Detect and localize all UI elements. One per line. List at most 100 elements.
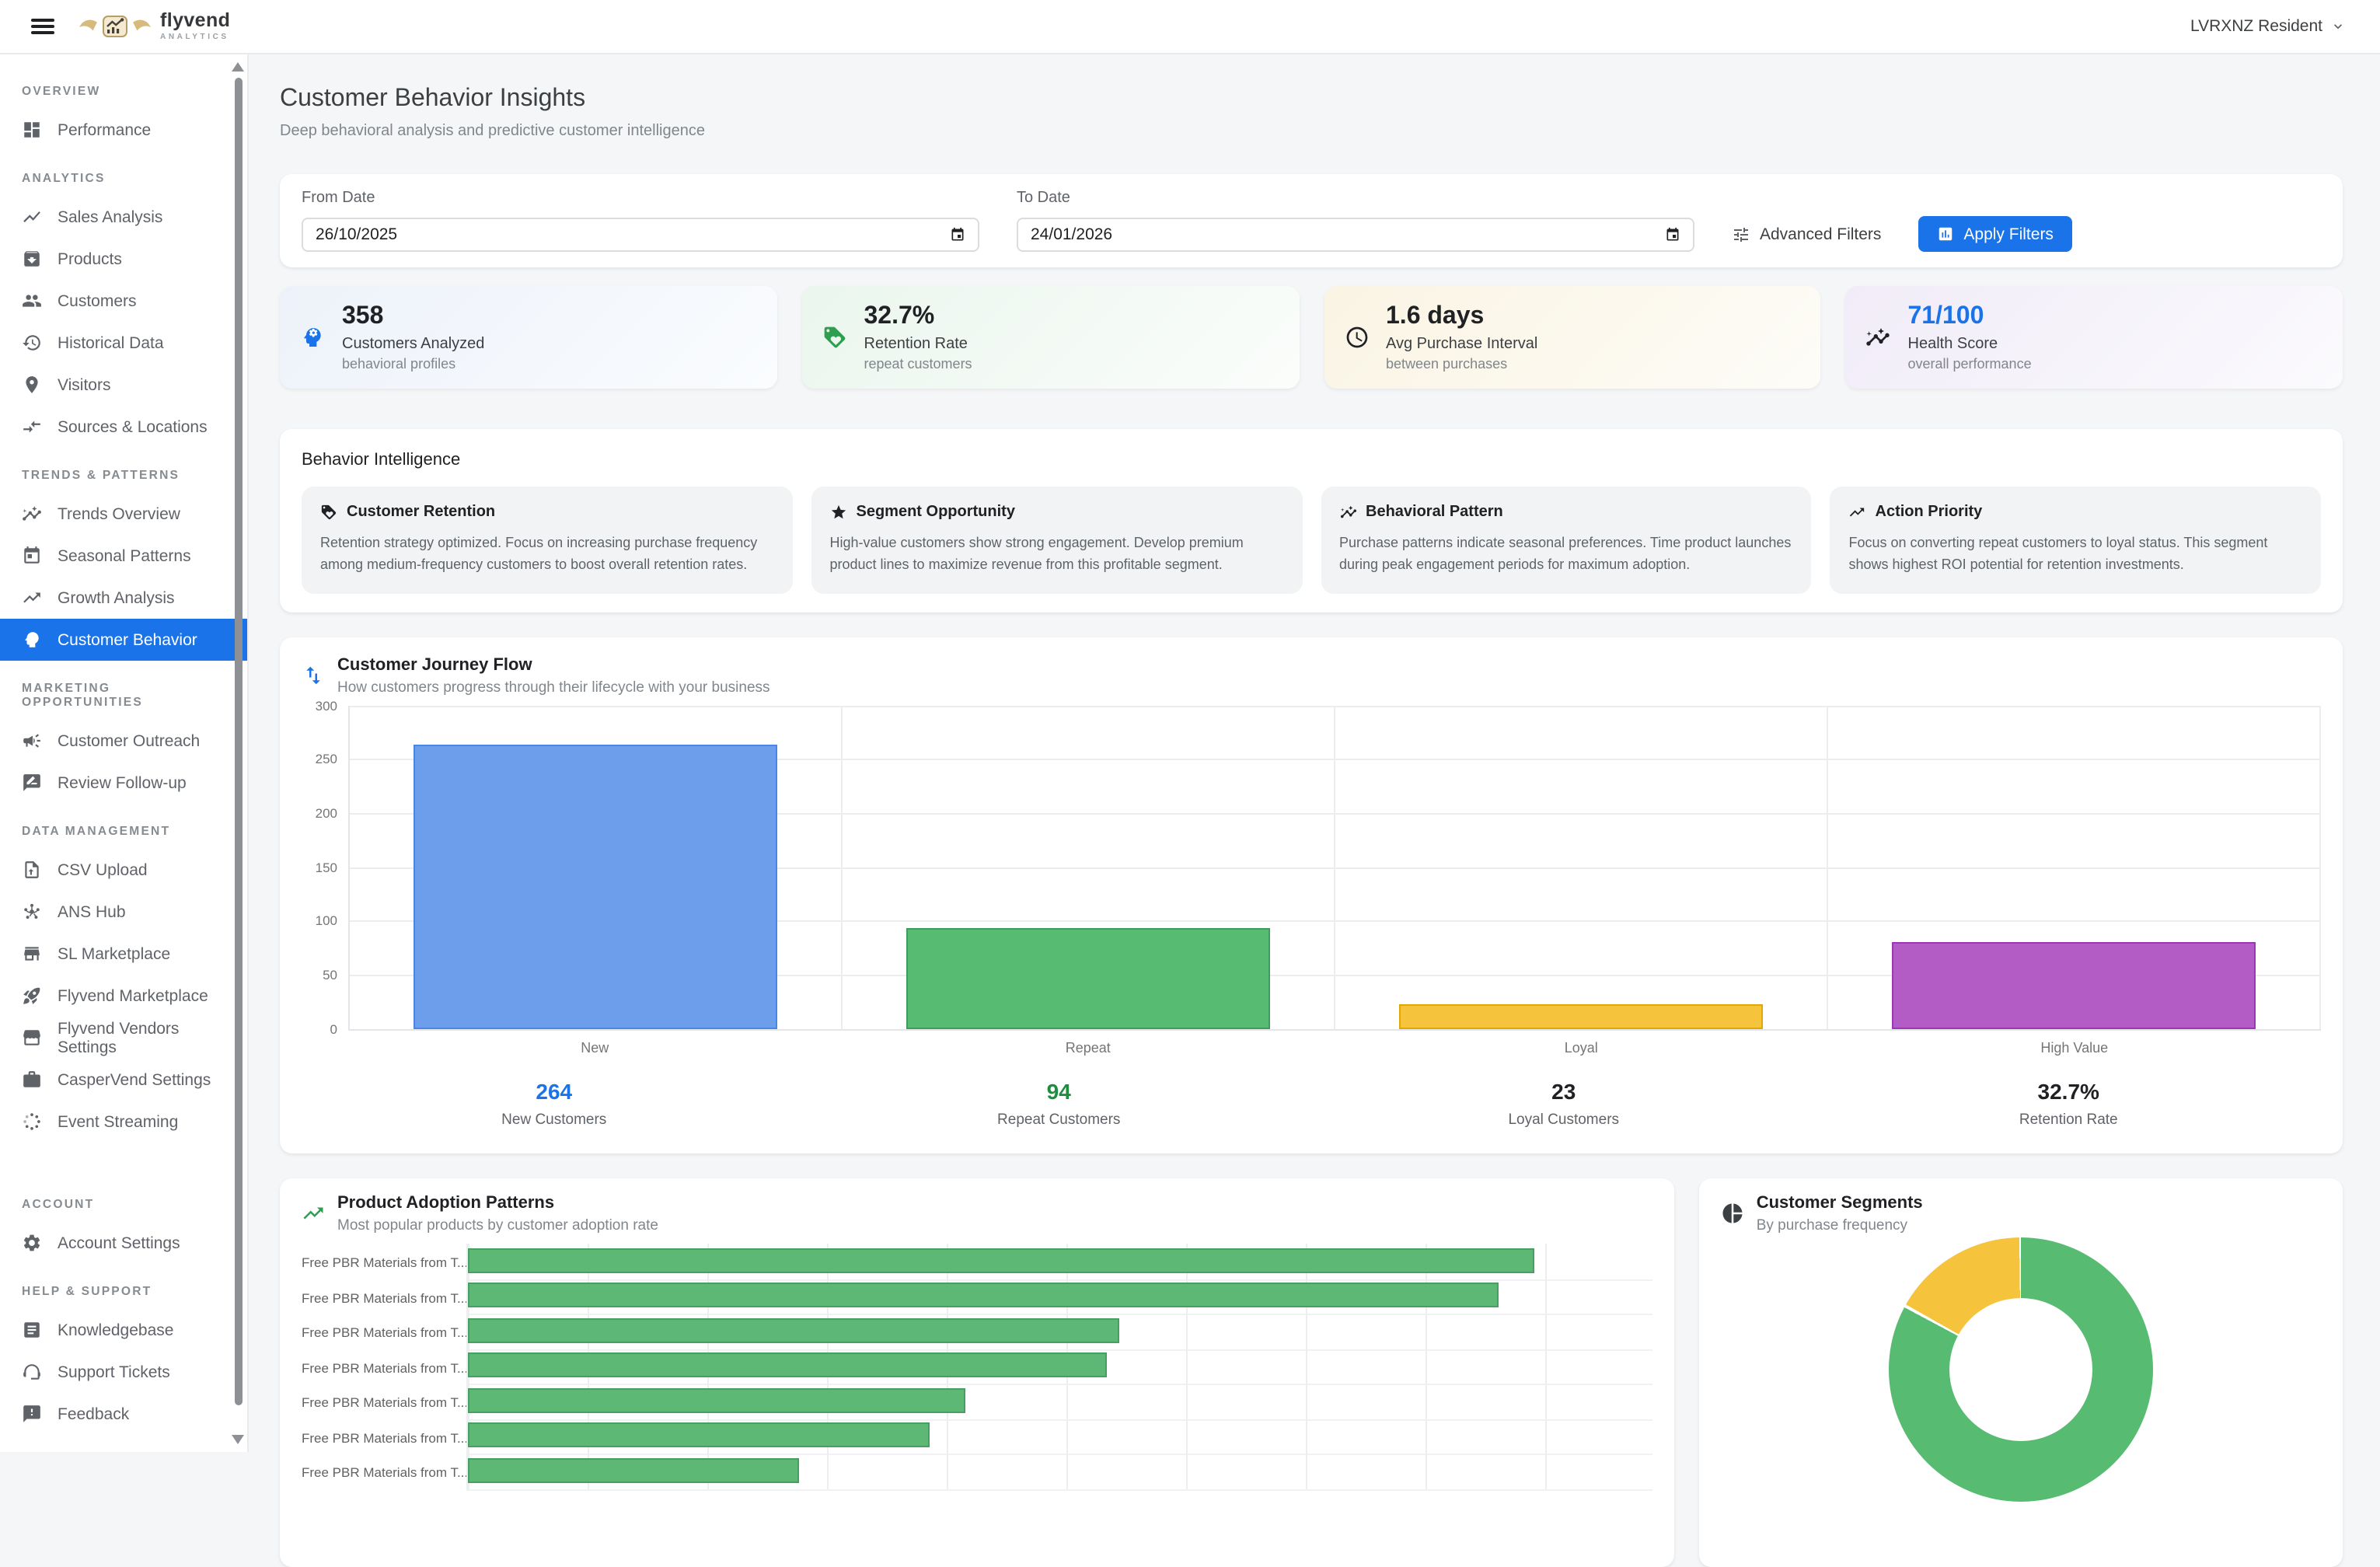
- adoption-chart: Free PBR Materials from T... Free PBR Mat…: [302, 1244, 1652, 1491]
- calendar-icon[interactable]: [1665, 227, 1680, 243]
- sidebar-item-sales-analysis[interactable]: Sales Analysis: [0, 196, 247, 238]
- stat-sublabel: repeat customers: [864, 356, 972, 372]
- sidebar-item-sources-locations[interactable]: Sources & Locations: [0, 406, 247, 448]
- x-tick-label: New: [581, 1039, 609, 1056]
- chevron-down-icon: [2334, 24, 2342, 30]
- stat-card-health-score: 71/100 Health Score overall performance: [1845, 286, 2343, 389]
- sidebar-section-label: ACCOUNT: [22, 1197, 95, 1211]
- bar-loyal: [1399, 1003, 1763, 1029]
- page-subtitle: Deep behavioral analysis and predictive …: [280, 123, 705, 140]
- sidebar-item-visitors[interactable]: Visitors: [0, 364, 247, 406]
- calendar-icon[interactable]: [950, 227, 965, 243]
- place-icon: [22, 375, 42, 395]
- sidebar-item-label: Event Streaming: [58, 1112, 179, 1131]
- sidebar-item-label: Trends Overview: [58, 504, 180, 523]
- bottom-row: Product Adoption Patterns Most popular p…: [280, 1178, 2343, 1567]
- article-icon: [22, 1320, 42, 1340]
- y-tick-label: 150: [315, 859, 337, 875]
- customer-segments-subtitle: By purchase frequency: [1756, 1216, 1908, 1234]
- adoption-row: Free PBR Materials from T...: [302, 1279, 1652, 1316]
- sidebar-item-label: Flyvend Marketplace: [58, 986, 208, 1005]
- to-date-input[interactable]: 24/01/2026: [1017, 218, 1694, 252]
- insight-title: Segment Opportunity: [856, 504, 1015, 521]
- sidebar-item-feedback[interactable]: Feedback: [0, 1393, 247, 1435]
- from-date-input[interactable]: 26/10/2025: [302, 218, 979, 252]
- sidebar-item-growth-analysis[interactable]: Growth Analysis: [0, 577, 247, 619]
- sidebar-scrollbar[interactable]: [232, 54, 246, 1452]
- advanced-filters-label: Advanced Filters: [1760, 225, 1882, 243]
- product-adoption-header: Product Adoption Patterns Most popular p…: [302, 1194, 1652, 1234]
- trending-up-icon: [302, 1202, 325, 1226]
- sidebar-item-ans-hub[interactable]: ANS Hub: [0, 891, 247, 933]
- sidebar-item-flyvend-vendors-settings[interactable]: Flyvend Vendors Settings: [0, 1017, 247, 1059]
- sidebar-item-flyvend-marketplace[interactable]: Flyvend Marketplace: [0, 975, 247, 1017]
- stat-label: Customers Analyzed: [342, 336, 485, 353]
- journey-summary-repeat-customers: 94 Repeat Customers: [807, 1079, 1312, 1129]
- headset-icon: [22, 1362, 42, 1382]
- sidebar-item-historical-data[interactable]: Historical Data: [0, 322, 247, 364]
- sidebar-item-review-follow-up[interactable]: Review Follow-up: [0, 762, 247, 804]
- gridline: [350, 759, 2321, 761]
- sidebar-item-seasonal-patterns[interactable]: Seasonal Patterns: [0, 535, 247, 577]
- sidebar-section-label: MARKETING OPPORTUNITIES: [22, 681, 143, 709]
- sidebar-item-customer-behavior[interactable]: Customer Behavior: [0, 619, 247, 661]
- user-menu[interactable]: LVRXNZ Resident: [2190, 17, 2346, 36]
- journey-column-new: [350, 705, 843, 1029]
- sidebar-item-performance[interactable]: Performance: [0, 109, 247, 151]
- advanced-filters-button[interactable]: Advanced Filters: [1732, 216, 1881, 252]
- scroll-down-icon[interactable]: [232, 1435, 244, 1444]
- customer-segments-header: Customer Segments By purchase frequency: [1721, 1194, 2321, 1234]
- sidebar-item-csv-upload[interactable]: CSV Upload: [0, 849, 247, 891]
- upload-file-icon: [22, 860, 42, 880]
- adoption-row: Free PBR Materials from T...: [302, 1314, 1652, 1351]
- brand-logo[interactable]: flyvend ANALYTICS: [78, 11, 230, 42]
- x-tick-label: Repeat: [1065, 1039, 1111, 1056]
- scrollbar-thumb[interactable]: [235, 78, 242, 1405]
- customer-journey-header: Customer Journey Flow How customers prog…: [302, 656, 2321, 696]
- sidebar-item-customer-outreach[interactable]: Customer Outreach: [0, 720, 247, 762]
- adoption-bar: [468, 1283, 1499, 1308]
- psychology-icon: [300, 325, 325, 350]
- adoption-bar-track: [466, 1314, 1652, 1351]
- sidebar-item-sl-marketplace[interactable]: SL Marketplace: [0, 933, 247, 975]
- sidebar-item-event-streaming[interactable]: Event Streaming: [0, 1101, 247, 1143]
- sidebar-section-label: HELP & SUPPORT: [22, 1284, 152, 1298]
- customer-journey-subtitle: How customers progress through their lif…: [337, 679, 770, 696]
- apply-filters-button[interactable]: Apply Filters: [1918, 216, 2072, 252]
- stat-card-retention-rate: 32.7% Retention Rate repeat customers: [801, 286, 1299, 389]
- menu-icon[interactable]: [31, 18, 54, 35]
- summary-label: Retention Rate: [2019, 1111, 2118, 1129]
- sidebar-item-label: Review Follow-up: [58, 773, 187, 792]
- sidebar-item-label: Seasonal Patterns: [58, 546, 191, 565]
- wing-left-icon: [79, 19, 97, 31]
- x-tick-label: High Value: [2040, 1039, 2109, 1056]
- sidebar-item-caspervend-settings[interactable]: CasperVend Settings: [0, 1059, 247, 1101]
- from-date-label: From Date: [302, 190, 375, 207]
- sidebar-item-knowledgebase[interactable]: Knowledgebase: [0, 1309, 247, 1351]
- stats-row: 358 Customers Analyzed behavioral profiles…: [280, 286, 2343, 389]
- sidebar-item-label: Performance: [58, 120, 152, 139]
- storefront-icon: [22, 1028, 42, 1048]
- scroll-up-icon[interactable]: [232, 62, 244, 72]
- sidebar-item-account-settings[interactable]: Account Settings: [0, 1222, 247, 1264]
- sidebar-item-products[interactable]: Products: [0, 238, 247, 280]
- calendar-icon: [22, 546, 42, 566]
- wing-right-icon: [133, 19, 151, 31]
- trending-up-icon: [22, 588, 42, 608]
- y-tick-label: 300: [315, 697, 337, 714]
- journey-x-axis: New Repeat Loyal High Value: [348, 1040, 2321, 1056]
- sidebar-item-trends-overview[interactable]: Trends Overview: [0, 493, 247, 535]
- sidebar-item-label: CasperVend Settings: [58, 1070, 211, 1089]
- stat-label: Health Score: [1907, 336, 1998, 353]
- adoption-bar-track: [466, 1279, 1652, 1316]
- sidebar-item-customers[interactable]: Customers: [0, 280, 247, 322]
- customer-journey-card: Customer Journey Flow How customers prog…: [280, 637, 2343, 1153]
- sidebar-item-label: Customers: [58, 291, 137, 310]
- bar-new: [414, 744, 777, 1029]
- journey-column-repeat: [843, 705, 1335, 1029]
- adoption-bar-label: Free PBR Materials from T...: [302, 1394, 466, 1411]
- sidebar-item-support-tickets[interactable]: Support Tickets: [0, 1351, 247, 1393]
- insight-title: Action Priority: [1875, 504, 1983, 521]
- stat-label: Retention Rate: [864, 336, 968, 353]
- segments-donut: [1888, 1237, 2153, 1502]
